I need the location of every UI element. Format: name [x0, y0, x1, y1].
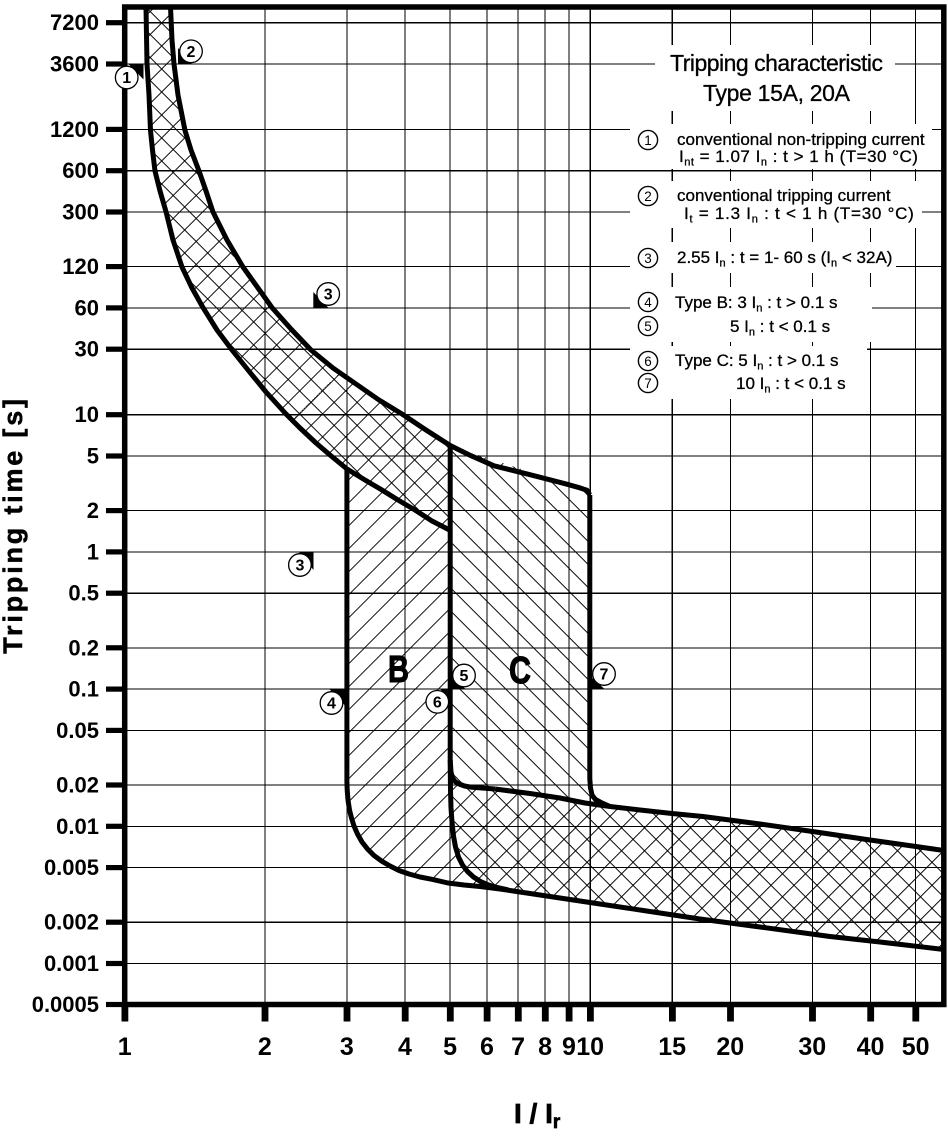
svg-text:0.2: 0.2 — [68, 635, 99, 660]
svg-text:600: 600 — [62, 158, 99, 183]
svg-text:2: 2 — [644, 189, 652, 204]
svg-text:40: 40 — [857, 1033, 885, 1061]
svg-text:0.002: 0.002 — [44, 910, 99, 935]
svg-text:7: 7 — [600, 667, 609, 684]
svg-text:0.005: 0.005 — [44, 855, 99, 880]
svg-text:120: 120 — [62, 254, 99, 279]
svg-text:9: 9 — [562, 1033, 576, 1061]
svg-text:60: 60 — [75, 295, 99, 320]
svg-text:1: 1 — [644, 133, 652, 148]
svg-text:6: 6 — [433, 694, 442, 711]
svg-text:0.1: 0.1 — [68, 677, 99, 702]
svg-text:0.001: 0.001 — [44, 951, 99, 976]
svg-text:10: 10 — [576, 1033, 604, 1061]
svg-text:5: 5 — [443, 1033, 457, 1061]
svg-text:6: 6 — [480, 1033, 494, 1061]
svg-text:3: 3 — [644, 251, 652, 266]
svg-text:15: 15 — [658, 1033, 686, 1061]
svg-text:0.0005: 0.0005 — [32, 992, 99, 1017]
svg-text:Type 15A, 20A: Type 15A, 20A — [703, 80, 851, 106]
svg-text:conventional non-tripping curr: conventional non-tripping current — [677, 130, 925, 149]
svg-text:2.55 In​ : t = 1- 60 s (In​ <: 2.55 In​ : t = 1- 60 s (In​ < 32A) — [677, 248, 892, 270]
svg-text:B: B — [388, 649, 409, 691]
svg-text:7200: 7200 — [50, 10, 99, 35]
svg-text:5: 5 — [460, 668, 469, 685]
svg-text:4: 4 — [398, 1033, 412, 1061]
svg-text:10 In​ : t < 0.1 s: 10 In​ : t < 0.1 s — [736, 374, 846, 396]
svg-text:Int​ = 1.07 In​ : t > 1 h (T=: Int​ = 1.07 In​ : t > 1 h (T=30 °C) — [679, 147, 918, 169]
svg-text:4: 4 — [327, 696, 336, 713]
svg-text:conventional tripping current: conventional tripping current — [677, 186, 891, 205]
svg-text:Type C: 5 In​ : t > 0.1 s: Type C: 5 In​ : t > 0.1 s — [675, 351, 838, 373]
svg-text:4: 4 — [644, 295, 652, 310]
svg-text:C: C — [509, 650, 531, 692]
svg-text:0.02: 0.02 — [56, 773, 99, 798]
svg-text:1: 1 — [118, 1033, 132, 1061]
svg-text:2: 2 — [87, 498, 99, 523]
svg-text:8: 8 — [538, 1033, 552, 1061]
svg-text:50: 50 — [902, 1033, 930, 1061]
svg-text:10: 10 — [75, 402, 99, 427]
svg-text:6: 6 — [644, 354, 652, 369]
svg-text:30: 30 — [75, 337, 99, 362]
svg-text:0.05: 0.05 — [56, 718, 99, 743]
svg-text:Tripping time [s]: Tripping time [s] — [0, 396, 28, 654]
svg-text:30: 30 — [798, 1033, 826, 1061]
svg-text:2: 2 — [187, 44, 196, 61]
svg-text:3: 3 — [295, 558, 304, 575]
svg-text:3600: 3600 — [50, 52, 99, 77]
svg-text:3: 3 — [324, 287, 333, 304]
svg-text:It​ = 1.3 In​ : t < 1 h (T=30: It​ = 1.3 In​ : t < 1 h (T=30 °C) — [684, 204, 915, 226]
svg-text:1: 1 — [87, 539, 99, 564]
svg-text:Tripping characteristic: Tripping characteristic — [670, 50, 883, 76]
svg-text:7: 7 — [644, 376, 652, 391]
svg-text:20: 20 — [716, 1033, 744, 1061]
svg-text:Type B: 3 In​ : t > 0.1 s: Type B: 3 In​ : t > 0.1 s — [675, 293, 838, 315]
svg-text:0.5: 0.5 — [68, 581, 99, 606]
svg-text:0.01: 0.01 — [56, 814, 99, 839]
svg-text:1: 1 — [122, 70, 131, 87]
svg-text:5: 5 — [644, 319, 652, 334]
svg-text:5 In​ : t < 0.1 s: 5 In​ : t < 0.1 s — [730, 317, 830, 339]
svg-text:3: 3 — [340, 1033, 354, 1061]
svg-text:300: 300 — [62, 200, 99, 225]
svg-text:5: 5 — [87, 444, 99, 469]
svg-text:1200: 1200 — [50, 117, 99, 142]
svg-text:7: 7 — [511, 1033, 525, 1061]
svg-text:2: 2 — [258, 1033, 272, 1061]
